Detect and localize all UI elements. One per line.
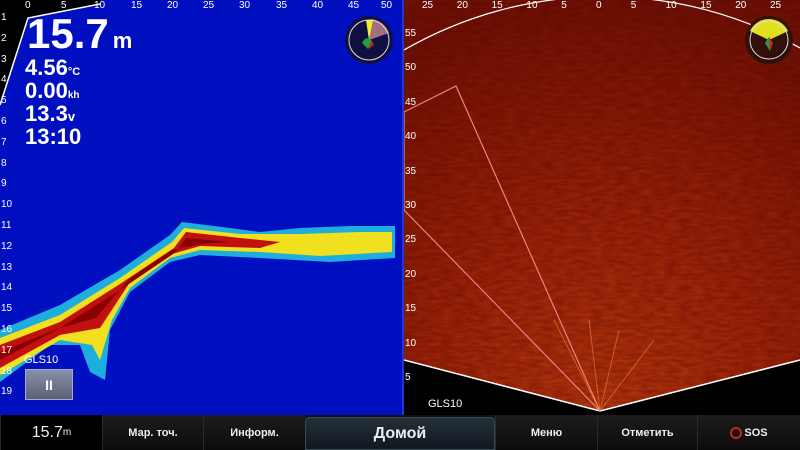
depth-scale-tick: 14 bbox=[1, 282, 13, 294]
voltage-unit: v bbox=[67, 109, 76, 124]
distance-scale-tick: 5 bbox=[561, 0, 567, 11]
depth-scale-tick: 2 bbox=[1, 32, 7, 44]
top-scale-tick: 35 bbox=[276, 0, 288, 11]
distance-scale-tick: 20 bbox=[456, 0, 468, 11]
depth-scale-tick: 9 bbox=[1, 178, 7, 190]
sonar-echo-graphic bbox=[0, 0, 395, 382]
depth-scale-tick: 6 bbox=[1, 116, 7, 127]
range-scale-tick: 50 bbox=[405, 62, 417, 74]
transducer-orientation-icon bbox=[345, 16, 393, 64]
temperature-value: 4.56 bbox=[25, 55, 68, 80]
waypoints-button[interactable]: Мар. точ. bbox=[102, 415, 203, 450]
menu-button[interactable]: Меню bbox=[495, 415, 597, 450]
depth-scale-tick: 18 bbox=[1, 365, 13, 377]
depth-value: 15.7 bbox=[31, 423, 63, 441]
distance-scale-tick: 25 bbox=[422, 0, 434, 11]
distance-scale-tick: 10 bbox=[526, 0, 538, 11]
distance-scale-tick: 0 bbox=[596, 0, 602, 11]
depth-scale-tick: 17 bbox=[1, 344, 13, 356]
range-scale-tick: 40 bbox=[405, 131, 417, 143]
livescope-sonar-panel[interactable]: 25 20 15 10 5 0 5 10 15 20 25 55 50 45 40 35 30 25 20 15 10… bbox=[404, 0, 800, 415]
source-label: GLS10 bbox=[24, 354, 59, 366]
range-scale-tick: 45 bbox=[405, 96, 417, 108]
sos-label: SOS bbox=[744, 426, 768, 439]
speed-unit: kh bbox=[67, 90, 80, 101]
depth-unit: m bbox=[62, 427, 72, 438]
range-scale-tick: 35 bbox=[405, 165, 417, 177]
range-scale-tick: 15 bbox=[405, 303, 417, 315]
depth-scale-tick: 19 bbox=[1, 386, 13, 398]
pause-button[interactable]: II bbox=[25, 369, 73, 400]
depth-unit: m bbox=[112, 28, 133, 53]
info-button[interactable]: Информ. bbox=[203, 415, 305, 450]
sos-icon bbox=[730, 426, 743, 439]
range-scale-tick: 55 bbox=[405, 28, 417, 39]
voltage-readout: 13.3v bbox=[25, 103, 75, 125]
voltage-value: 13.3 bbox=[25, 101, 68, 126]
depth-scale-tick: 16 bbox=[1, 324, 13, 335]
depth-scale-tick: 13 bbox=[1, 261, 13, 273]
depth-scale-tick: 4 bbox=[1, 74, 7, 86]
temperature-unit: °C bbox=[67, 66, 81, 78]
depth-scale-tick: 12 bbox=[1, 240, 13, 252]
top-scale-tick: 45 bbox=[348, 0, 360, 11]
depth-scale-tick: 15 bbox=[1, 303, 13, 315]
speed-readout: 0.00kh bbox=[25, 80, 80, 102]
top-scale-tick: 20 bbox=[167, 0, 179, 11]
bottom-toolbar: 15.7 m Мар. точ. Информ. Домой Меню Отмет… bbox=[0, 415, 800, 450]
top-scale-tick: 15 bbox=[131, 0, 143, 11]
depth-scale-tick: 7 bbox=[1, 136, 7, 148]
depth-value: 15.7 bbox=[27, 10, 109, 57]
distance-scale-tick: 15 bbox=[700, 0, 712, 11]
speed-value: 0.00 bbox=[25, 78, 68, 103]
distance-scale-tick: 5 bbox=[630, 0, 637, 11]
top-scale-tick: 0 bbox=[25, 0, 31, 11]
distance-scale-tick: 15 bbox=[491, 0, 503, 11]
depth-scale-tick: 3 bbox=[1, 53, 7, 65]
depth-scale-tick: 8 bbox=[1, 157, 7, 169]
top-scale-tick: 5 bbox=[61, 0, 67, 11]
depth-display: 15.7 m bbox=[0, 415, 102, 450]
source-label: GLS10 bbox=[428, 398, 463, 410]
top-scale-tick: 10 bbox=[94, 0, 106, 11]
top-scale-tick: 40 bbox=[312, 0, 324, 11]
depth-scale-tick: 1 bbox=[1, 12, 7, 23]
sos-button[interactable]: SOS bbox=[697, 415, 800, 450]
temperature-readout: 4.56°C bbox=[25, 57, 80, 79]
range-scale-tick: 5 bbox=[405, 372, 411, 383]
top-scale-tick: 50 bbox=[381, 0, 393, 11]
top-scale-tick: 30 bbox=[239, 0, 251, 11]
depth-scale-tick: 5 bbox=[1, 95, 7, 107]
depth-scale-tick: 10 bbox=[1, 199, 13, 211]
distance-scale-tick: 25 bbox=[770, 0, 782, 11]
range-scale-tick: 10 bbox=[405, 337, 417, 349]
mark-button[interactable]: Отметить bbox=[597, 415, 697, 450]
home-button[interactable]: Домой bbox=[305, 417, 495, 450]
range-scale-tick: 30 bbox=[405, 200, 417, 211]
time-readout: 13:10 bbox=[25, 124, 82, 149]
range-scale-tick: 25 bbox=[405, 234, 417, 246]
distance-scale-tick: 20 bbox=[735, 0, 747, 11]
panel-divider bbox=[402, 0, 404, 415]
distance-scale-tick: 10 bbox=[665, 0, 677, 11]
top-scale-tick: 25 bbox=[203, 0, 215, 11]
range-scale-tick: 20 bbox=[405, 268, 417, 280]
depth-readout: 15.7 m bbox=[27, 13, 132, 55]
sonar-fan-graphic bbox=[404, 0, 800, 415]
depth-scale-tick: 11 bbox=[1, 220, 12, 231]
transducer-orientation-icon bbox=[745, 16, 793, 64]
